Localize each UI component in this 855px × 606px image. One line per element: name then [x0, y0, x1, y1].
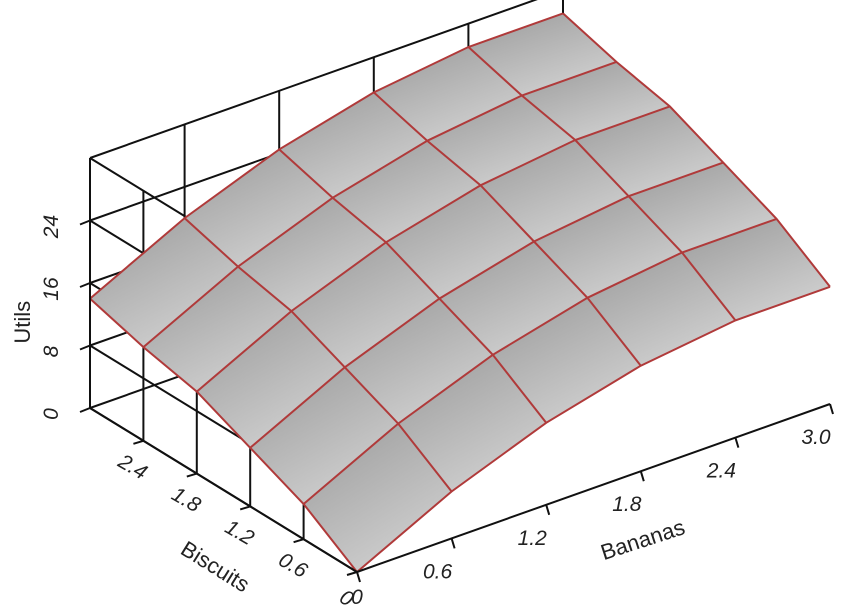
surface-gridline-y: [89, 297, 358, 573]
x-tick-label: 2.4: [706, 460, 736, 483]
x-tick: [450, 538, 456, 549]
surface-patch: [291, 242, 440, 368]
y-tick: [239, 505, 251, 511]
back-wall-gridline: [89, 0, 538, 159]
surface-gridline-x: [89, 12, 564, 300]
surface-patch: [184, 149, 333, 267]
surface-patch: [492, 297, 641, 423]
x-tick-label: 1.2: [518, 527, 548, 550]
z-tick: [79, 407, 91, 413]
surface-patch: [373, 47, 522, 141]
x-tick: [356, 571, 361, 583]
x-tick-label: 0.6: [423, 560, 453, 583]
y-tick-label: 2.4: [113, 449, 151, 484]
surface-patch: [427, 95, 576, 186]
z-tick: [79, 344, 91, 351]
y-tick: [186, 472, 198, 478]
surface-patch: [250, 367, 399, 504]
y-tick: [133, 439, 144, 445]
y-tick-label: 1.2: [221, 516, 258, 551]
surface-patch: [196, 311, 345, 448]
surface-gridline-y: [373, 91, 642, 367]
surface-patch: [238, 197, 386, 312]
y-tick: [346, 571, 358, 576]
x-tick: [545, 504, 551, 516]
surface-gridline-y: [183, 217, 453, 493]
x-tick-label: 1.8: [612, 493, 642, 516]
z-tick-label: 8: [40, 345, 63, 357]
y-axis-line: [89, 407, 358, 573]
utility-surface: [89, 12, 831, 573]
surface-patch: [386, 185, 534, 299]
surface-gridline-x: [196, 105, 671, 393]
y-tick-label: 1.8: [168, 483, 205, 518]
x-tick: [639, 470, 645, 482]
z-tick-label: 16: [40, 277, 63, 301]
x-axis-line: [356, 403, 831, 573]
axes: [79, 158, 834, 583]
surface-gridline-x: [356, 285, 831, 573]
z-tick: [79, 219, 91, 226]
surface-patch: [398, 354, 547, 492]
z-tick: [79, 282, 91, 288]
surface-patch: [534, 196, 682, 298]
surface-gridline-y: [467, 46, 737, 322]
surface-patch: [575, 106, 724, 197]
surface-patch: [143, 266, 292, 392]
surface-patch: [279, 92, 428, 198]
x-tick-label: 0: [351, 586, 363, 606]
surface-gridline-x: [302, 217, 777, 505]
x-tick: [829, 403, 834, 415]
surface-patch: [90, 218, 238, 348]
surface-patch: [332, 140, 481, 243]
x-axis-title: Bananas: [598, 514, 688, 565]
surface-patch: [480, 140, 629, 242]
x-tick: [734, 437, 740, 448]
z-tick-label: 0: [40, 408, 63, 420]
y-tick-label: 0.6: [274, 548, 311, 583]
z-tick-label: 24: [40, 215, 63, 239]
surface-gridline-x: [142, 60, 617, 348]
surface-patch: [439, 241, 588, 355]
z-axis-title: Utils: [10, 301, 35, 344]
surface-patch: [303, 423, 452, 572]
x-tick-label: 3.0: [801, 426, 831, 449]
surface-gridline-y: [562, 12, 831, 288]
surface-patch: [344, 298, 493, 424]
surface-gridline-x: [249, 161, 724, 449]
surface-patch: [521, 61, 670, 140]
y-tick: [293, 538, 304, 544]
surface-patch: [628, 162, 777, 253]
surface-gridline-y: [278, 148, 547, 424]
surface-patch: [682, 218, 830, 321]
